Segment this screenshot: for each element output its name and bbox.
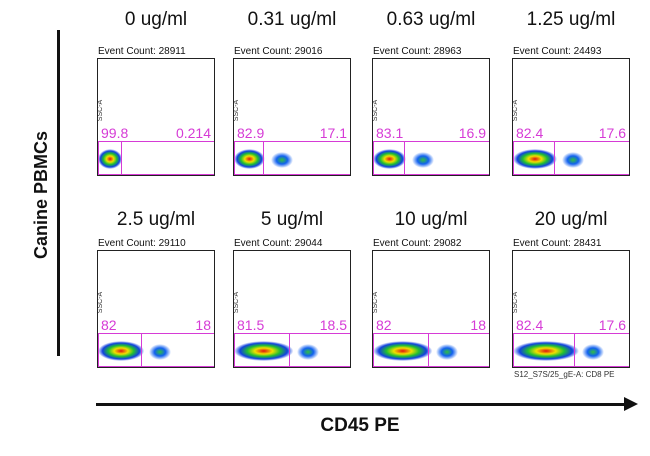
- event-count: Event Count: 28963: [373, 46, 462, 57]
- positive-population: [562, 152, 584, 168]
- positive-gate: [121, 141, 214, 175]
- positive-percentage: 17.6: [598, 317, 626, 333]
- positive-population: [436, 344, 458, 360]
- dot-plot-panel: Event Count: 29110 SSC-A 82 18: [97, 238, 217, 371]
- positive-gate: [141, 333, 214, 367]
- negative-percentage: 82: [376, 317, 392, 333]
- dot-plot-panel: Event Count: 28963 SSC-A 83.1 16.9: [372, 46, 492, 179]
- negative-gate: [373, 333, 429, 367]
- event-count: Event Count: 29016: [234, 46, 323, 57]
- negative-population: [373, 149, 406, 169]
- dot-plot-area: SSC-A 99.8 0.214: [97, 58, 215, 176]
- negative-percentage: 82.9: [237, 125, 265, 141]
- event-count: Event Count: 28431: [513, 238, 602, 249]
- concentration-label: 20 ug/ml: [534, 209, 608, 230]
- positive-percentage: 0.214: [175, 125, 211, 141]
- event-count: Event Count: 29044: [234, 238, 323, 249]
- density-plot: [513, 149, 584, 169]
- positive-population: [149, 344, 171, 360]
- positive-percentage: 16.9: [458, 125, 486, 141]
- density-plot: [234, 341, 319, 361]
- x-axis-arrow-line: [96, 403, 626, 406]
- event-count: Event Count: 29082: [373, 238, 462, 249]
- positive-gate: [263, 141, 350, 175]
- concentration-label: 5 ug/ml: [260, 209, 324, 230]
- negative-population: [513, 149, 557, 169]
- dot-plot-panel: Event Count: 28911 SSC-A 99.8 0.214: [97, 46, 217, 179]
- x-axis-title: CD45 PE: [320, 415, 400, 436]
- event-count: Event Count: 28911: [98, 46, 186, 57]
- density-plot: [373, 341, 458, 361]
- positive-percentage: 17.1: [319, 125, 347, 141]
- negative-percentage: 82.4: [516, 125, 544, 141]
- negative-gate: [513, 333, 575, 367]
- dot-plot-area: SSC-A 82 18: [372, 250, 490, 368]
- dot-plot-area: SSC-A 83.1 16.9: [372, 58, 490, 176]
- concentration-label: 0.31 ug/ml: [247, 9, 337, 30]
- positive-population: [271, 152, 293, 168]
- positive-gate: [428, 333, 489, 367]
- dot-plot-area: SSC-A 82.4 17.6: [512, 250, 630, 368]
- dot-plot-area: SSC-A 81.5 18.5: [233, 250, 351, 368]
- concentration-label: 1.25 ug/ml: [526, 9, 616, 30]
- dot-plot-panel: Event Count: 29044 SSC-A 81.5 18.5: [233, 238, 353, 371]
- positive-percentage: 18: [195, 317, 211, 333]
- positive-gate: [574, 333, 629, 367]
- negative-population: [98, 149, 123, 169]
- negative-gate: [234, 141, 264, 175]
- density-plot: [98, 341, 171, 361]
- negative-population: [234, 149, 265, 169]
- positive-gate: [554, 141, 629, 175]
- density-plot: [234, 149, 293, 169]
- positive-percentage: 18: [470, 317, 486, 333]
- dot-plot-area: SSC-A 82 18: [97, 250, 215, 368]
- dot-plot-panel: Event Count: 28431 SSC-A 82.4 17.6 S12_S7S/2…: [512, 238, 632, 379]
- negative-gate: [234, 333, 290, 367]
- dot-plot-area: SSC-A 82.4 17.6: [512, 58, 630, 176]
- negative-percentage: 83.1: [376, 125, 404, 141]
- density-plot: [98, 149, 123, 169]
- concentration-label: 0.63 ug/ml: [386, 9, 476, 30]
- negative-population: [373, 341, 433, 361]
- dot-plot-area: SSC-A 82.9 17.1: [233, 58, 351, 176]
- negative-gate: [98, 333, 142, 367]
- concentration-label: 10 ug/ml: [394, 209, 468, 230]
- event-count: Event Count: 24493: [513, 46, 602, 57]
- positive-population: [297, 344, 319, 360]
- negative-gate: [513, 141, 555, 175]
- positive-percentage: 18.5: [319, 317, 347, 333]
- dot-plot-panel: Event Count: 29082 SSC-A 82 18: [372, 238, 492, 371]
- density-plot: [373, 149, 434, 169]
- negative-gate: [98, 141, 122, 175]
- dot-plot-panel: Event Count: 24493 SSC-A 82.4 17.6: [512, 46, 632, 179]
- positive-percentage: 17.6: [598, 125, 626, 141]
- dot-plot-panel: Event Count: 29016 SSC-A 82.9 17.1: [233, 46, 353, 179]
- side-bracket-line: [57, 30, 60, 356]
- side-label: Canine PBMCs: [31, 130, 51, 260]
- positive-gate: [404, 141, 489, 175]
- x-axis-arrow-head: [624, 397, 638, 411]
- negative-population: [513, 341, 579, 361]
- negative-percentage: 82: [101, 317, 117, 333]
- negative-gate: [373, 141, 405, 175]
- negative-population: [98, 341, 145, 361]
- event-count: Event Count: 29110: [98, 238, 186, 249]
- negative-percentage: 82.4: [516, 317, 544, 333]
- density-plot: [513, 341, 604, 361]
- concentration-label: 2.5 ug/ml: [116, 209, 196, 230]
- positive-population: [412, 152, 434, 168]
- x-axis-tag: S12_S7S/25_gE-A: CD8 PE: [514, 370, 615, 379]
- negative-percentage: 99.8: [101, 125, 129, 141]
- positive-gate: [289, 333, 350, 367]
- positive-population: [582, 344, 604, 360]
- concentration-label: 0 ug/ml: [124, 9, 188, 30]
- negative-population: [234, 341, 294, 361]
- negative-percentage: 81.5: [237, 317, 265, 333]
